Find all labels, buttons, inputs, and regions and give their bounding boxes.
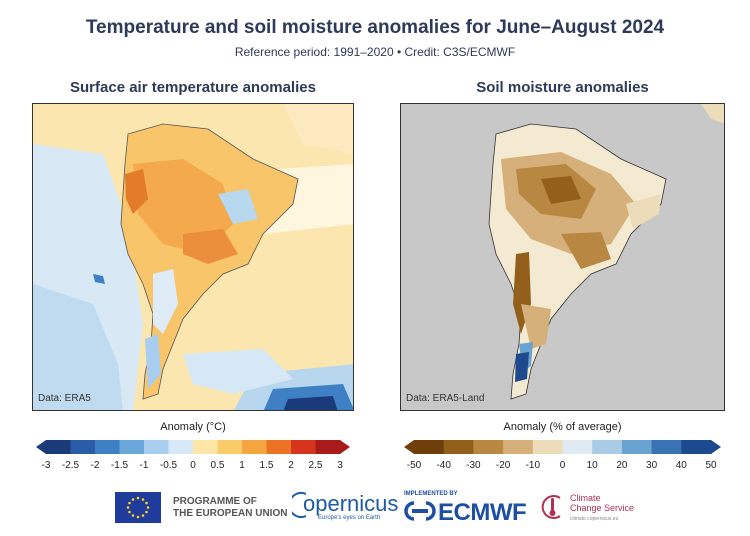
colorbar-tick-label: -50 xyxy=(406,460,422,471)
colorbar-tick-label: 20 xyxy=(616,460,628,471)
colorbar-tick-label: 0.5 xyxy=(210,460,225,471)
colorbar-tick-label: -2 xyxy=(90,460,100,471)
soil-colorbar-label: Anomaly (% of average) xyxy=(503,421,622,433)
colorbar-tick-label: -2.5 xyxy=(61,460,80,471)
copernicus-tagline: Europe's eyes on Earth xyxy=(318,515,381,521)
colorbar-segment xyxy=(562,440,593,454)
soil-panel-title: Soil moisture anomalies xyxy=(476,79,649,96)
soil-colorbar xyxy=(404,440,721,454)
colorbar-tick-label: 2 xyxy=(288,460,294,471)
colorbar-segment xyxy=(621,440,653,454)
colorbar-tick-label: 3 xyxy=(337,460,343,471)
colorbar-left-arrow xyxy=(36,440,46,454)
colorbar-tick-label: -0.5 xyxy=(159,460,178,471)
eu-text-line1: PROGRAMME OF xyxy=(173,496,257,507)
colorbar-segment xyxy=(217,440,243,454)
colorbar-right-arrow xyxy=(340,440,350,454)
c3s-line1: Climate xyxy=(570,493,601,503)
ecmwf-logo-text: ECMWF xyxy=(438,499,527,526)
colorbar-segment xyxy=(242,440,267,454)
soil-moisture-map: Data: ERA5-Land xyxy=(400,103,725,411)
colorbar-tick-label: 1 xyxy=(239,460,245,471)
colorbar-tick-label: -1.5 xyxy=(110,460,129,471)
colorbar-tick-label: 0 xyxy=(190,460,196,471)
c3s-url: climate.copernicus.eu xyxy=(570,516,619,522)
colorbar-right-arrow xyxy=(711,440,721,454)
logo-strip: PROGRAMME OF THE EUROPEAN UNION opernicu… xyxy=(0,488,750,528)
temperature-colorbar xyxy=(36,440,350,454)
colorbar-tick-label: -10 xyxy=(525,460,541,471)
colorbar-tick-label: -20 xyxy=(495,460,511,471)
colorbar-tick-label: 10 xyxy=(586,460,598,471)
temperature-data-source: Data: ERA5 xyxy=(38,393,91,404)
eu-text-line2: THE EUROPEAN UNION xyxy=(173,508,288,519)
colorbar-tick-label: 30 xyxy=(646,460,658,471)
colorbar-segment xyxy=(473,440,504,454)
colorbar-segment xyxy=(503,440,534,454)
colorbar-tick-label: 0 xyxy=(559,460,566,471)
colorbar-segment xyxy=(168,440,194,454)
colorbar-segment xyxy=(414,440,445,454)
eu-programme-text: PROGRAMME OF THE EUROPEAN UNION xyxy=(173,496,287,520)
colorbar-tick-label: -3 xyxy=(41,460,51,471)
colorbar-left-arrow xyxy=(404,440,414,454)
colorbar-tick-label: 50 xyxy=(705,460,717,471)
temperature-map: Data: ERA5 xyxy=(32,103,354,411)
colorbar-segment xyxy=(315,440,341,454)
colorbar-tick-label: 1.5 xyxy=(259,460,274,471)
c3s-line2: Change Service xyxy=(570,503,635,513)
c3s-logo-text: Climate Change Service xyxy=(570,493,634,513)
ecmwf-icon xyxy=(404,501,436,521)
colorbar-segment xyxy=(681,440,712,454)
colorbar-tick-label: -30 xyxy=(466,460,481,471)
temperature-panel-title: Surface air temperature anomalies xyxy=(70,79,316,96)
colorbar-segment xyxy=(119,440,145,454)
colorbar-tick-label: -1 xyxy=(139,460,149,471)
temperature-map-graphic xyxy=(33,104,353,410)
soil-moisture-map-graphic xyxy=(401,104,724,410)
colorbar-tick-label: 40 xyxy=(675,460,687,471)
colorbar-segment xyxy=(651,440,682,454)
colorbar-segment xyxy=(443,440,474,454)
colorbar-segment xyxy=(532,440,563,454)
colorbar-segment xyxy=(95,440,120,454)
colorbar-segment xyxy=(592,440,623,454)
colorbar-segment xyxy=(46,440,71,454)
colorbar-segment xyxy=(266,440,292,454)
temperature-colorbar-label: Anomaly (°C) xyxy=(160,421,226,433)
colorbar-tick-label: 2.5 xyxy=(308,460,323,471)
eu-flag-icon xyxy=(115,492,161,523)
colorbar-segment xyxy=(291,440,316,454)
page-subtitle: Reference period: 1991–2020 • Credit: C3… xyxy=(234,45,516,59)
soil-data-source: Data: ERA5-Land xyxy=(406,393,485,404)
colorbar-tick-label: -40 xyxy=(436,460,451,471)
colorbar-segment xyxy=(144,440,169,454)
copernicus-logo-text: opernicus xyxy=(303,491,399,516)
page-title: Temperature and soil moisture anomalies … xyxy=(85,17,665,38)
colorbar-segment xyxy=(70,440,96,454)
copernicus-c-icon xyxy=(292,492,307,518)
implemented-by-text: IMPLEMENTED BY xyxy=(404,491,458,497)
c3s-thermometer-icon xyxy=(541,495,561,519)
colorbar-segment xyxy=(193,440,218,454)
